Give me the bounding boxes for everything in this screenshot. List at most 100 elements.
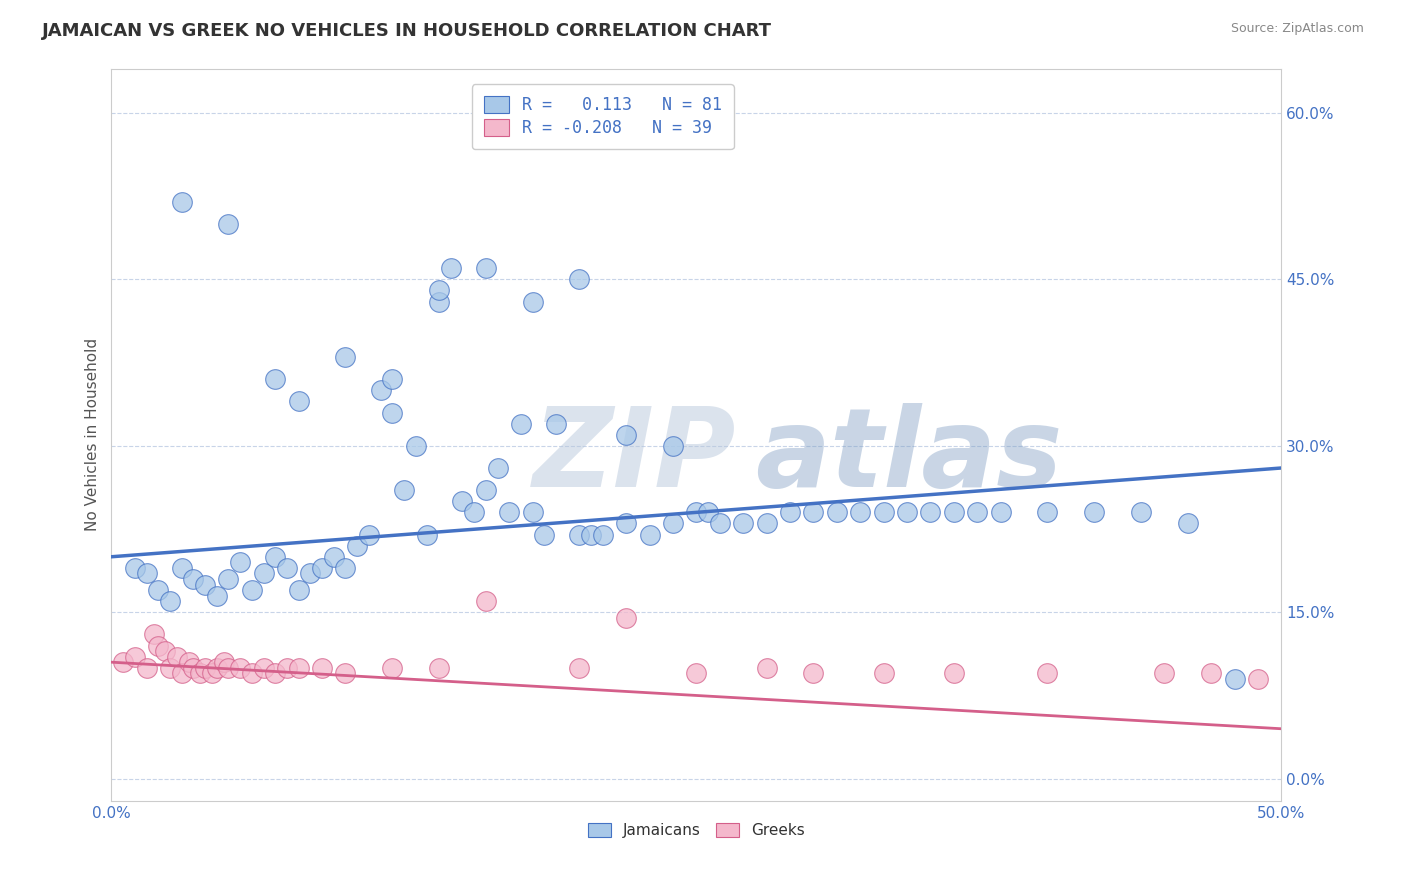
Point xyxy=(381,661,404,675)
Point xyxy=(205,589,228,603)
Point xyxy=(1199,666,1222,681)
Point xyxy=(872,666,894,681)
Point xyxy=(803,666,825,681)
Y-axis label: No Vehicles in Household: No Vehicles in Household xyxy=(86,338,100,532)
Point xyxy=(159,594,181,608)
Point xyxy=(142,627,165,641)
Point xyxy=(181,572,204,586)
Point xyxy=(533,527,555,541)
Point xyxy=(124,561,146,575)
Point xyxy=(803,505,825,519)
Point xyxy=(966,505,988,519)
Point xyxy=(1036,666,1059,681)
Point xyxy=(1223,672,1246,686)
Point xyxy=(614,516,637,531)
Point xyxy=(685,505,707,519)
Point xyxy=(287,661,309,675)
Point xyxy=(475,261,498,276)
Point xyxy=(1247,672,1270,686)
Point xyxy=(405,439,427,453)
Point xyxy=(579,527,602,541)
Point xyxy=(662,516,685,531)
Point xyxy=(392,483,415,498)
Point xyxy=(357,527,380,541)
Point xyxy=(568,272,591,286)
Point xyxy=(264,549,287,564)
Point xyxy=(124,649,146,664)
Point xyxy=(217,661,239,675)
Point xyxy=(217,217,239,231)
Point xyxy=(166,649,188,664)
Point xyxy=(1153,666,1175,681)
Point xyxy=(335,350,357,364)
Point xyxy=(276,561,298,575)
Point xyxy=(148,639,170,653)
Point xyxy=(229,555,252,569)
Point xyxy=(276,661,298,675)
Point xyxy=(148,582,170,597)
Point xyxy=(522,505,544,519)
Point xyxy=(381,372,404,386)
Point xyxy=(194,661,217,675)
Point xyxy=(638,527,661,541)
Point xyxy=(685,666,707,681)
Point xyxy=(1036,505,1059,519)
Point xyxy=(194,577,217,591)
Point xyxy=(1130,505,1153,519)
Point xyxy=(990,505,1012,519)
Point xyxy=(697,505,720,519)
Point xyxy=(264,666,287,681)
Point xyxy=(229,661,252,675)
Point xyxy=(1177,516,1199,531)
Point xyxy=(311,561,333,575)
Point xyxy=(287,582,309,597)
Point xyxy=(252,566,274,581)
Point xyxy=(212,655,235,669)
Point xyxy=(440,261,463,276)
Point xyxy=(427,661,450,675)
Point xyxy=(205,661,228,675)
Point xyxy=(849,505,872,519)
Point xyxy=(942,666,965,681)
Point xyxy=(177,655,200,669)
Point xyxy=(217,572,239,586)
Point xyxy=(370,384,392,398)
Point xyxy=(112,655,135,669)
Text: atlas: atlas xyxy=(755,403,1063,510)
Point xyxy=(299,566,322,581)
Point xyxy=(381,405,404,419)
Point xyxy=(311,661,333,675)
Point xyxy=(264,372,287,386)
Point xyxy=(427,284,450,298)
Point xyxy=(896,505,918,519)
Point xyxy=(170,194,193,209)
Point xyxy=(872,505,894,519)
Point xyxy=(170,666,193,681)
Point xyxy=(201,666,224,681)
Text: ZIP: ZIP xyxy=(533,403,737,510)
Point xyxy=(346,539,368,553)
Point xyxy=(568,661,591,675)
Point xyxy=(159,661,181,675)
Point xyxy=(335,561,357,575)
Point xyxy=(287,394,309,409)
Point xyxy=(709,516,731,531)
Point xyxy=(544,417,567,431)
Point xyxy=(335,666,357,681)
Point xyxy=(135,566,157,581)
Point xyxy=(170,561,193,575)
Point xyxy=(920,505,942,519)
Point xyxy=(475,594,498,608)
Point xyxy=(463,505,485,519)
Point xyxy=(522,294,544,309)
Point xyxy=(825,505,848,519)
Point xyxy=(188,666,211,681)
Point xyxy=(181,661,204,675)
Point xyxy=(614,427,637,442)
Point xyxy=(416,527,439,541)
Point xyxy=(252,661,274,675)
Point xyxy=(509,417,531,431)
Point xyxy=(135,661,157,675)
Point xyxy=(1083,505,1105,519)
Point xyxy=(240,666,263,681)
